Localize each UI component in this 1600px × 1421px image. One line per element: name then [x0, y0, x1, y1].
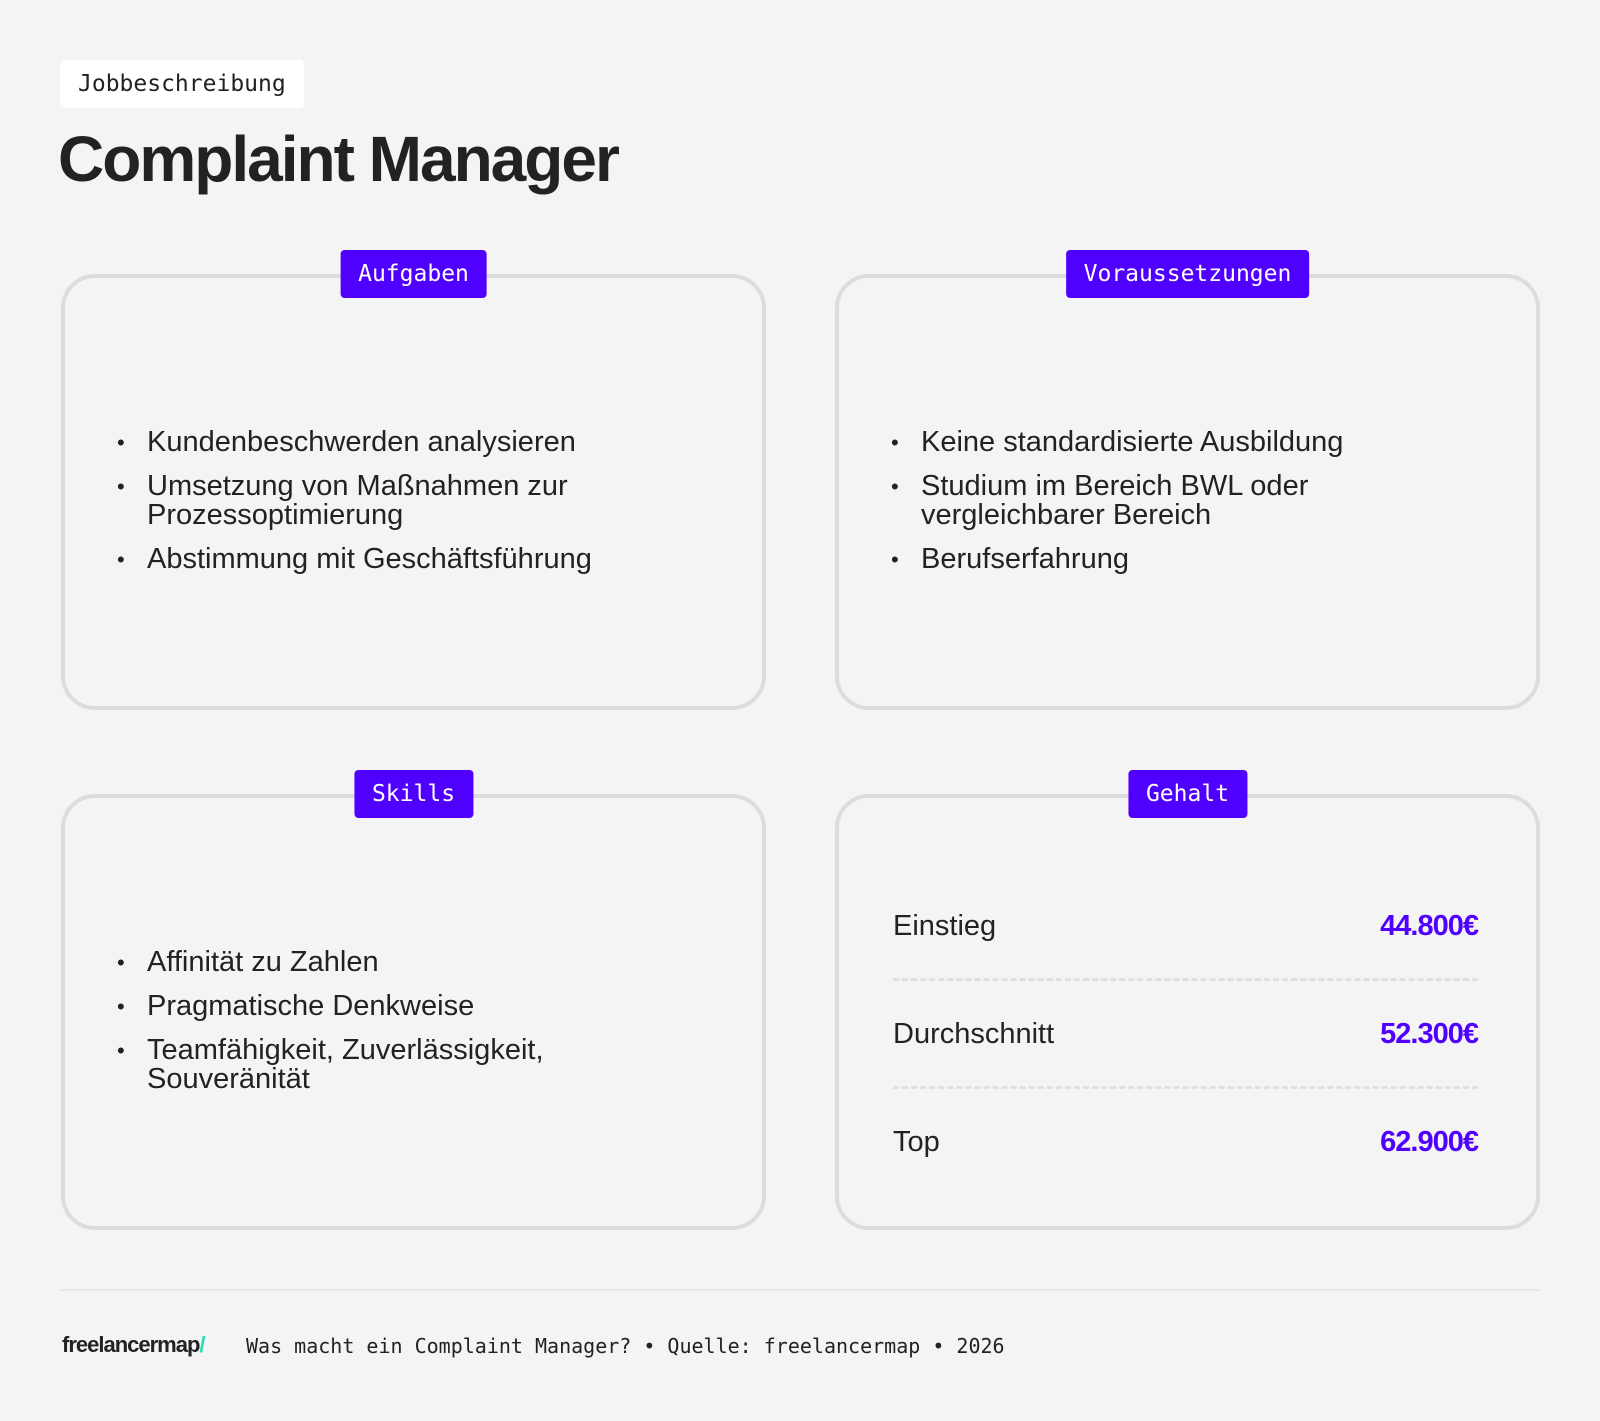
card-skills: Skills Affinität zu Zahlen Pragmatische …: [61, 770, 766, 1230]
logo-text: freelancermap: [62, 1332, 200, 1357]
salary-value: 62.900€: [1380, 1125, 1479, 1158]
requirements-list: Keine standardisierte Ausbildung Studium…: [891, 428, 1496, 589]
list-item: Kundenbeschwerden analysieren: [117, 428, 722, 458]
list-item: Teamfähigkeit, Zuverlässigkeit, Souverän…: [117, 1036, 587, 1094]
footer-divider: [60, 1289, 1540, 1291]
category-tag: Jobbeschreibung: [60, 60, 304, 108]
salary-value: 44.800€: [1380, 909, 1479, 942]
card-voraussetzungen: Voraussetzungen Keine standardisierte Au…: [835, 250, 1540, 710]
card-aufgaben: Aufgaben Kundenbeschwerden analysieren U…: [61, 250, 766, 710]
list-item: Pragmatische Denkweise: [117, 992, 722, 1022]
card-label: Voraussetzungen: [1065, 250, 1310, 298]
card-label: Skills: [353, 770, 474, 818]
salary-row-average: Durchschnitt 52.300€: [893, 980, 1479, 1088]
salary-row-top: Top 62.900€: [893, 1088, 1479, 1196]
divider: [893, 1086, 1478, 1089]
salary-label: Durchschnitt: [893, 1017, 1055, 1050]
page-title: Complaint Manager: [58, 123, 620, 195]
salary-label: Top: [893, 1125, 940, 1158]
list-item: Keine standardisierte Ausbildung: [891, 428, 1496, 458]
task-list: Kundenbeschwerden analysieren Umsetzung …: [117, 428, 722, 589]
card-label: Gehalt: [1127, 770, 1248, 818]
freelancermap-logo: freelancermap/: [62, 1332, 206, 1358]
card-gehalt: Gehalt Einstieg 44.800€ Durchschnitt 52.…: [835, 770, 1540, 1230]
salary-row-entry: Einstieg 44.800€: [893, 872, 1479, 980]
list-item: Berufserfahrung: [891, 545, 1496, 575]
footer-caption: Was macht ein Complaint Manager? • Quell…: [246, 1334, 1005, 1358]
list-item: Abstimmung mit Geschäftsführung: [117, 545, 722, 575]
divider: [893, 978, 1478, 981]
list-item: Affinität zu Zahlen: [117, 948, 722, 978]
skills-list: Affinität zu Zahlen Pragmatische Denkwei…: [117, 948, 722, 1109]
card-label: Aufgaben: [340, 250, 487, 298]
salary-value: 52.300€: [1380, 1017, 1479, 1050]
logo-slash: /: [199, 1332, 205, 1357]
list-item: Studium im Bereich BWL oder vergleichbar…: [891, 472, 1361, 530]
salary-label: Einstieg: [893, 909, 997, 942]
list-item: Umsetzung von Maßnahmen zur Prozessoptim…: [117, 472, 607, 530]
